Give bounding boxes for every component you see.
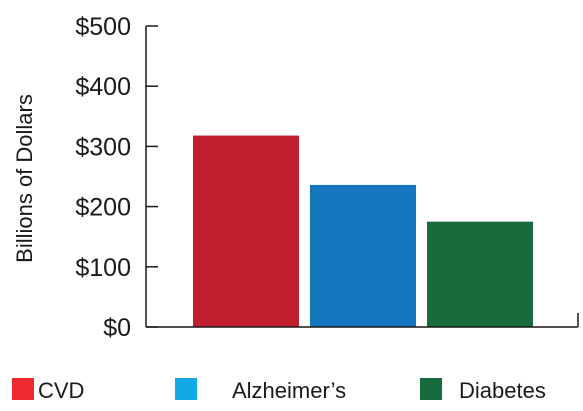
bars — [193, 135, 533, 327]
y-tick-label: $200 — [75, 194, 131, 222]
y-tick-label: $400 — [75, 73, 131, 101]
y-tick-label: $300 — [75, 133, 131, 161]
bar-alzheimer-s — [310, 184, 416, 327]
bar-diabetes — [427, 221, 533, 327]
legend-swatch-diabetes — [420, 378, 442, 400]
bar-cvd — [193, 135, 299, 327]
legend-label-diabetes: Diabetes — [459, 378, 546, 403]
y-tick-label: $500 — [75, 13, 131, 41]
legend: CVD Alzheimer’s Diabetes — [12, 378, 546, 403]
y-axis-ticks: $0 $100 $200 $300 $400 $500 — [75, 13, 158, 342]
y-tick-label: $0 — [103, 314, 131, 342]
legend-label-cvd: CVD — [38, 378, 84, 403]
y-tick-label: $100 — [75, 254, 131, 282]
legend-swatch-cvd — [12, 378, 34, 400]
legend-swatch-alzheimer-s — [175, 378, 197, 400]
legend-label-alzheimer-s: Alzheimer’s — [232, 378, 346, 403]
y-axis-label: Billions of Dollars — [12, 94, 37, 263]
